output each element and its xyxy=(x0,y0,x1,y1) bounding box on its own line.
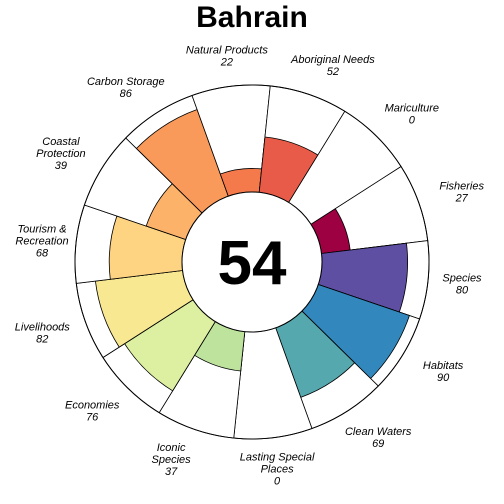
petal-label: Natural Products 22 xyxy=(186,45,268,69)
petal-labels: Fisheries 27 Species 80 Habitats 90 Clean Wate… xyxy=(15,45,485,488)
center-score: 54 xyxy=(218,229,287,298)
petal-label: Clean Waters 69 xyxy=(345,426,412,450)
petal-label: Mariculture 0 xyxy=(385,103,439,127)
petals-group xyxy=(74,84,430,440)
petal-label: Aboriginal Needs 52 xyxy=(290,54,375,78)
petal-label: Habitats 90 xyxy=(423,360,464,384)
center-hole xyxy=(181,191,323,333)
petal-label: Iconic Species 37 xyxy=(152,442,192,478)
outer-ring xyxy=(74,84,430,440)
petal-label: Livelihoods 82 xyxy=(15,322,71,346)
petal-label: Carbon Storage 86 xyxy=(87,76,165,100)
petal-label: Fisheries 27 xyxy=(439,181,484,205)
petal-label: Species 80 xyxy=(442,272,482,296)
petal-label: Lasting Special Places 0 xyxy=(240,452,315,488)
petal-label: Coastal Protection 39 xyxy=(36,136,86,172)
chart-title: Bahrain xyxy=(196,1,308,34)
petal-label: Tourism & Recreation 68 xyxy=(15,224,68,260)
petal-label: Economies 76 xyxy=(65,399,120,423)
